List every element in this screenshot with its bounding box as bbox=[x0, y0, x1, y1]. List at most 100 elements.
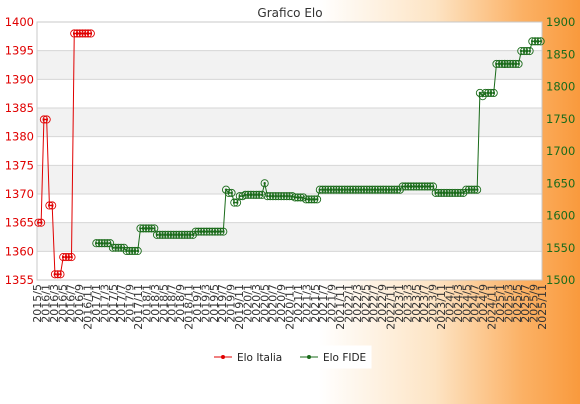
x-axis-ticks: 2015/52016/12016/32016/52016/72016/92016… bbox=[31, 284, 549, 330]
x-tick-label: 2024/5 bbox=[460, 284, 473, 323]
data-point bbox=[219, 227, 228, 236]
left-tick-label: 1380 bbox=[5, 130, 34, 144]
x-tick-label: 2019/5 bbox=[208, 284, 221, 323]
data-point bbox=[133, 246, 142, 256]
data-point-center bbox=[517, 62, 520, 66]
data-point-center bbox=[235, 201, 239, 204]
x-tick-label: 2021/1 bbox=[292, 284, 305, 323]
right-tick-label: 1900 bbox=[546, 15, 575, 29]
data-point bbox=[536, 37, 545, 46]
x-tick-label: 2025/9 bbox=[528, 284, 541, 323]
chart-title: Grafico Elo bbox=[257, 6, 322, 20]
data-point-center bbox=[153, 227, 156, 230]
right-tick-label: 1500 bbox=[546, 273, 575, 287]
x-tick-label: 2022/7 bbox=[368, 284, 381, 323]
data-point-center bbox=[59, 273, 62, 276]
data-point bbox=[67, 253, 76, 262]
x-tick-label: 2021/5 bbox=[309, 284, 322, 323]
right-tick-label: 1650 bbox=[546, 176, 575, 190]
data-point bbox=[106, 239, 115, 248]
x-tick-label: 2020/9 bbox=[275, 284, 288, 323]
legend-swatch-dot bbox=[307, 355, 311, 359]
data-point bbox=[514, 59, 523, 68]
right-tick-label: 1750 bbox=[546, 112, 575, 126]
x-tick-label: 2025/1 bbox=[494, 284, 507, 323]
left-tick-label: 1375 bbox=[5, 158, 34, 172]
x-tick-label: 2023/9 bbox=[427, 284, 440, 323]
plot-band bbox=[37, 136, 542, 166]
data-point-center bbox=[230, 191, 233, 195]
x-tick-label: 2017/7 bbox=[115, 284, 128, 323]
x-tick-label: 2024/3 bbox=[452, 284, 465, 323]
x-tick-label: 2020/7 bbox=[267, 284, 280, 323]
x-tick-label: 2023/3 bbox=[401, 284, 414, 323]
x-tick-label: 2022/9 bbox=[376, 284, 389, 323]
plot-band bbox=[37, 79, 542, 108]
data-point-center bbox=[528, 49, 531, 53]
x-tick-label: 2020/1 bbox=[241, 284, 254, 323]
x-tick-label: 2016/3 bbox=[48, 284, 61, 323]
plot-band bbox=[37, 251, 542, 280]
plot-band bbox=[37, 108, 542, 137]
data-point-center bbox=[315, 198, 319, 201]
x-tick-label: 2017/5 bbox=[107, 284, 120, 323]
data-point-center bbox=[263, 182, 266, 185]
x-tick-label: 2023/11 bbox=[435, 284, 448, 330]
x-tick-label: 2024/1 bbox=[443, 284, 456, 323]
data-point-center bbox=[475, 188, 479, 191]
x-tick-label: 2018/1 bbox=[140, 284, 153, 323]
data-point-center bbox=[50, 204, 54, 207]
data-point bbox=[37, 218, 46, 227]
x-tick-label: 2018/3 bbox=[149, 284, 162, 323]
x-tick-label: 2019/3 bbox=[199, 284, 212, 323]
left-tick-label: 1395 bbox=[5, 44, 34, 58]
left-tick-label: 1360 bbox=[5, 244, 34, 258]
left-tick-label: 1385 bbox=[5, 101, 34, 115]
x-tick-label: 2024/9 bbox=[477, 284, 490, 323]
x-tick-label: 2025/3 bbox=[502, 284, 515, 323]
data-point-center bbox=[136, 249, 139, 253]
data-point-center bbox=[108, 242, 112, 245]
x-tick-label: 2017/1 bbox=[90, 284, 103, 323]
left-tick-label: 1390 bbox=[5, 72, 34, 86]
data-point bbox=[299, 193, 308, 202]
x-tick-label: 2023/5 bbox=[410, 284, 423, 323]
x-tick-label: 2015/5 bbox=[31, 284, 44, 323]
x-tick-label: 2019/7 bbox=[216, 284, 229, 323]
x-tick-label: 2016/11 bbox=[82, 284, 95, 330]
x-tick-label: 2016/7 bbox=[65, 284, 78, 323]
data-point bbox=[257, 190, 266, 199]
data-point bbox=[313, 195, 322, 204]
x-tick-label: 2024/11 bbox=[486, 284, 499, 330]
x-tick-label: 2020/11 bbox=[284, 284, 297, 330]
data-point-center bbox=[70, 255, 73, 259]
x-tick-label: 2018/9 bbox=[174, 284, 187, 323]
right-axis-ticks: 1500 1550 1600 1650 1700 1750 1800 1850 1900 bbox=[546, 15, 575, 287]
x-tick-label: 2018/11 bbox=[183, 284, 196, 330]
x-tick-label: 2025/7 bbox=[519, 284, 532, 323]
right-tick-label: 1850 bbox=[546, 47, 575, 61]
x-tick-label: 2017/11 bbox=[132, 284, 145, 330]
right-tick-label: 1700 bbox=[546, 144, 575, 158]
data-point-center bbox=[45, 118, 48, 121]
plot-band bbox=[37, 50, 542, 80]
x-tick-label: 2016/9 bbox=[73, 284, 86, 323]
x-tick-label: 2021/9 bbox=[326, 284, 339, 323]
data-point-center bbox=[39, 221, 43, 224]
series-layer bbox=[34, 29, 545, 279]
x-tick-label: 2020/3 bbox=[250, 284, 263, 323]
x-tick-label: 2022/11 bbox=[385, 284, 398, 330]
plot-band bbox=[37, 22, 542, 51]
x-tick-label: 2023/7 bbox=[418, 284, 431, 323]
data-point bbox=[227, 188, 236, 197]
left-tick-label: 1370 bbox=[5, 187, 34, 201]
legend-label: Elo Italia bbox=[237, 352, 282, 364]
left-axis-ticks: 1355 1360 1365 1370 1375 1380 1385 1390 1395 1400 bbox=[5, 15, 34, 287]
x-tick-label: 2021/3 bbox=[300, 284, 313, 323]
x-tick-label: 2024/7 bbox=[469, 284, 482, 323]
x-tick-label: 2018/5 bbox=[157, 284, 170, 323]
x-tick-label: 2016/1 bbox=[39, 284, 52, 323]
legend-box bbox=[208, 345, 372, 369]
x-tick-label: 2021/11 bbox=[334, 284, 347, 330]
